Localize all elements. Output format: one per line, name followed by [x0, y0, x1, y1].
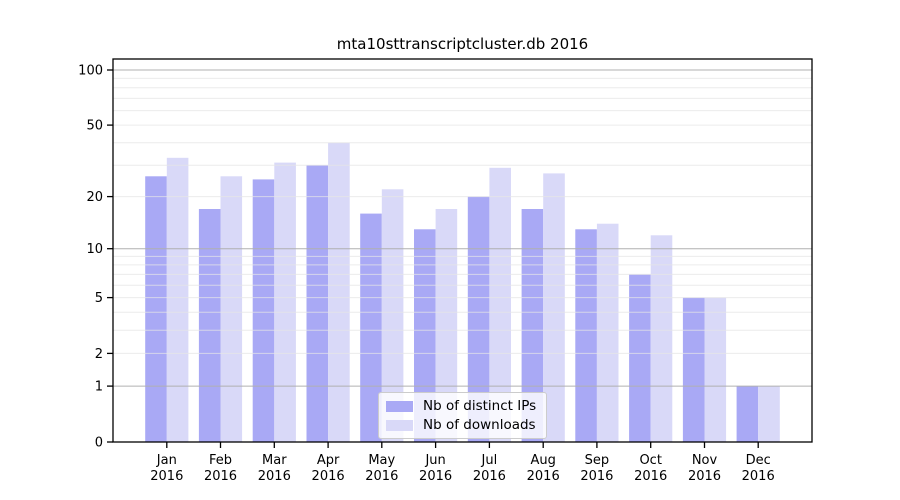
- x-tick-label-year: 2016: [742, 469, 775, 484]
- bar: [328, 142, 350, 442]
- y-tick-label: 50: [86, 119, 103, 134]
- plot-border: [112, 58, 813, 443]
- legend-item-distinct-ips: Nb of distinct IPs: [386, 398, 536, 414]
- x-tick-label-year: 2016: [527, 469, 560, 484]
- legend-label-distinct-ips: Nb of distinct IPs: [423, 398, 537, 414]
- y-tick-label: 100: [78, 64, 103, 79]
- legend-item-downloads: Nb of downloads: [386, 417, 536, 433]
- bars-downloads: [166, 142, 780, 443]
- x-tick-label-year: 2016: [204, 469, 237, 484]
- bar: [629, 274, 651, 442]
- bar: [596, 223, 619, 442]
- bar: [682, 297, 705, 442]
- x-tick-label-year: 2016: [688, 469, 721, 484]
- bar: [360, 213, 382, 442]
- x-tick-label-year: 2016: [312, 469, 345, 484]
- x-tick-label-month: Jun: [424, 453, 445, 468]
- bar: [435, 209, 458, 442]
- x-tick-label-month: Mar: [262, 453, 287, 468]
- x-tick-label-year: 2016: [419, 469, 452, 484]
- bar: [736, 386, 759, 442]
- legend-swatch-downloads: [386, 419, 413, 431]
- bar: [145, 176, 167, 443]
- x-tick-label-month: Oct: [639, 453, 661, 468]
- bar: [704, 297, 727, 442]
- x-tick-label-month: Sep: [585, 453, 610, 468]
- bar: [758, 386, 780, 442]
- x-tick-label-year: 2016: [634, 469, 667, 484]
- x-tick-label-year: 2016: [150, 469, 183, 484]
- chart-title: mta10sttranscriptcluster.db 2016: [336, 35, 589, 53]
- x-tick-label-month: Dec: [746, 453, 771, 468]
- bar: [220, 176, 243, 443]
- y-tick-label: 5: [95, 291, 103, 306]
- legend-label-downloads: Nb of downloads: [423, 417, 536, 433]
- y-tick-label: 2: [95, 347, 103, 362]
- bars-distinct-ips: [145, 165, 759, 443]
- bar: [521, 209, 544, 442]
- bar: [489, 167, 511, 443]
- x-axis: Jan2016Feb2016Mar2016Apr2016May2016Jun20…: [150, 442, 775, 484]
- bar: [467, 196, 490, 442]
- x-tick-label-year: 2016: [365, 469, 398, 484]
- x-tick-label-year: 2016: [473, 469, 506, 484]
- legend-swatch-distinct-ips: [386, 400, 413, 412]
- gridlines: [113, 69, 812, 387]
- bar: [543, 173, 565, 442]
- x-tick-label-month: Jul: [481, 453, 498, 468]
- bar: [252, 179, 275, 442]
- y-tick-label: 1: [95, 380, 103, 395]
- x-tick-label-month: Apr: [317, 453, 340, 468]
- x-tick-label-month: Nov: [692, 453, 718, 468]
- legend-box: Nb of distinct IPs Nb of downloads: [378, 392, 548, 439]
- bar: [575, 229, 597, 442]
- x-tick-label-month: Aug: [531, 453, 556, 468]
- bar: [166, 157, 189, 443]
- bar: [650, 235, 673, 442]
- x-tick-label-year: 2016: [258, 469, 291, 484]
- x-tick-label-month: Jan: [156, 453, 177, 468]
- bar: [274, 162, 296, 442]
- bar: [381, 189, 404, 442]
- bar: [414, 229, 436, 442]
- y-tick-label: 10: [86, 242, 103, 257]
- y-axis: 0 1 2 5 10 20 50 100: [78, 64, 113, 451]
- bar: [306, 165, 329, 442]
- x-tick-label-month: May: [368, 453, 395, 468]
- x-tick-label-year: 2016: [580, 469, 613, 484]
- bar: [198, 209, 221, 442]
- x-tick-label-month: Feb: [209, 453, 232, 468]
- y-tick-label: 0: [95, 436, 103, 451]
- y-tick-label: 20: [86, 190, 103, 205]
